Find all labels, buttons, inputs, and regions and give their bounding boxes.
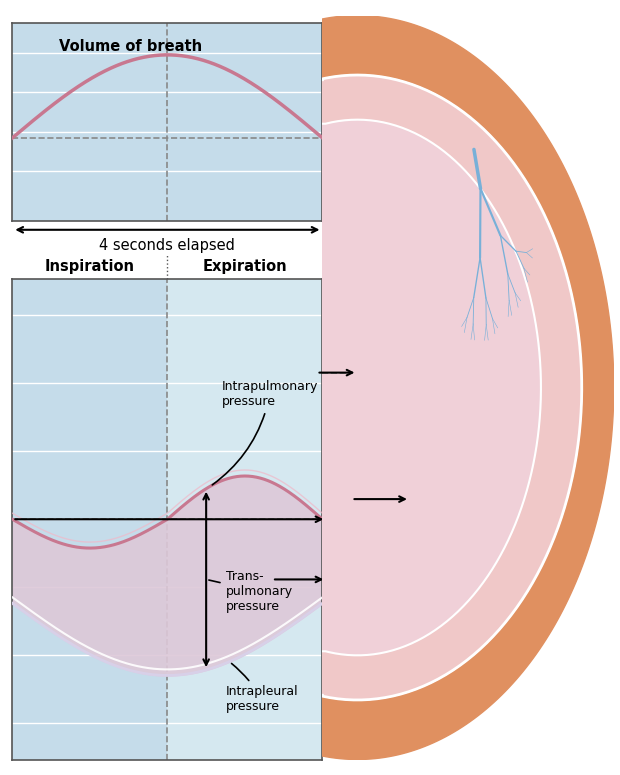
Polygon shape <box>319 75 582 700</box>
Text: Trans-
pulmonary
pressure: Trans- pulmonary pressure <box>209 570 293 613</box>
Polygon shape <box>313 16 614 760</box>
Text: Inspiration: Inspiration <box>45 259 135 274</box>
Text: Intrapulmonary
pressure: Intrapulmonary pressure <box>212 381 318 485</box>
Bar <box>167 279 322 760</box>
Text: Expiration: Expiration <box>203 259 287 274</box>
Polygon shape <box>319 75 582 700</box>
Text: 4 seconds elapsed: 4 seconds elapsed <box>99 238 236 253</box>
Text: Volume of breath: Volume of breath <box>59 39 202 54</box>
Text: Intrapleural
pressure: Intrapleural pressure <box>226 663 298 714</box>
Polygon shape <box>322 119 541 656</box>
